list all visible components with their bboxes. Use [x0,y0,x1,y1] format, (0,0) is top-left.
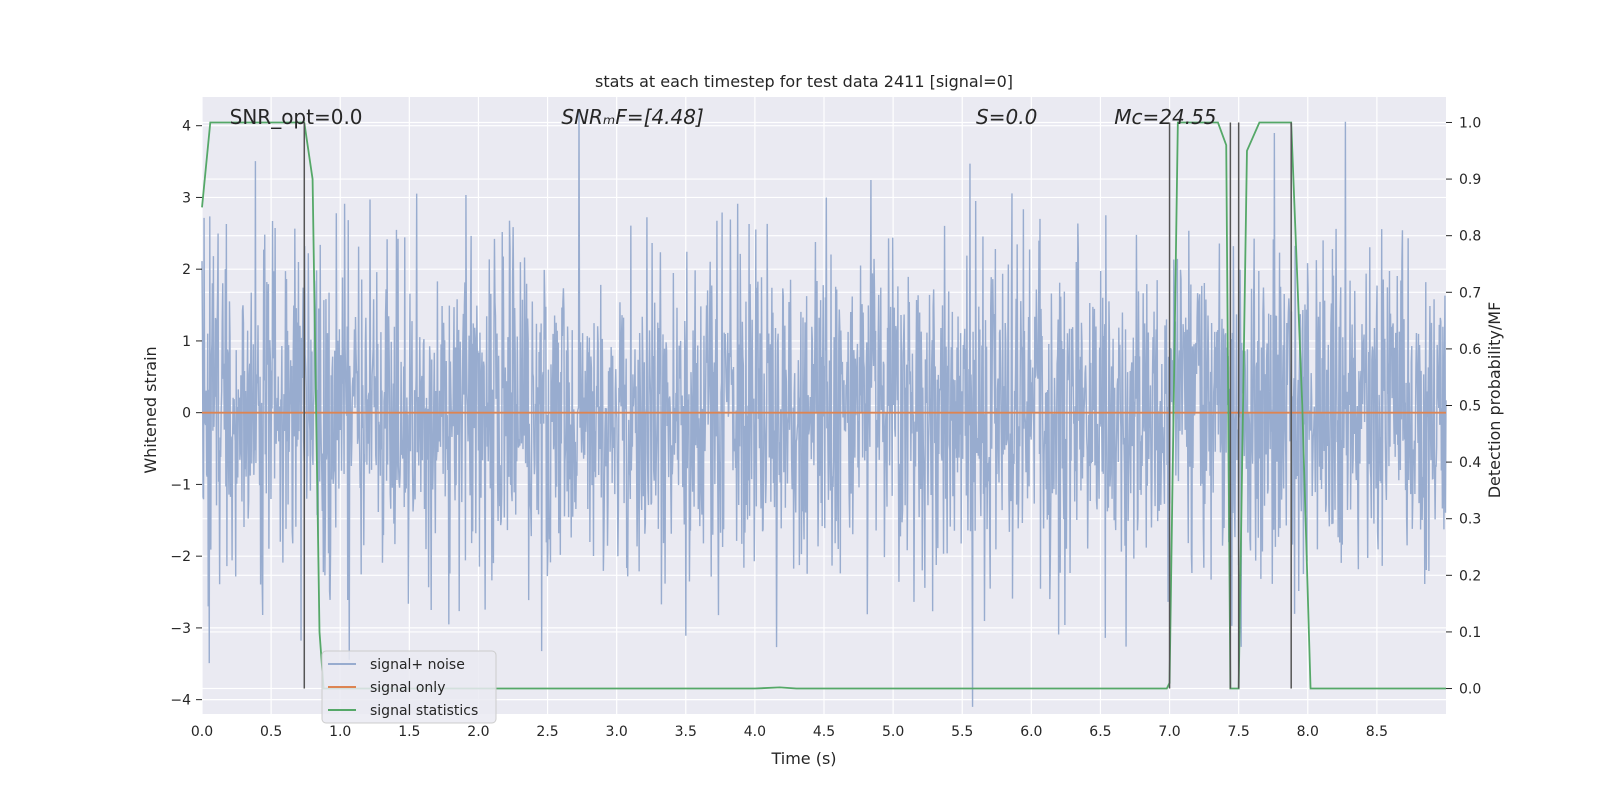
y-right-tick-label: 0.5 [1459,399,1481,415]
legend: signal+ noise signal only signal statistic… [321,650,497,724]
y-tick-label: 4 [182,119,191,135]
x-tick-label: 8.5 [1366,724,1388,740]
y-right-tick-label: 0.1 [1459,625,1481,641]
annotations: SNR_opt=0.0 SNRₘF=[4.48] S=0.0 Mᴄ=24.55 [230,105,1217,129]
y-right-tick-label: 0.8 [1459,229,1481,245]
y-right-axis-label: Detection probability/MF [1485,302,1504,499]
y-axis-label: Whitened strain [141,346,160,473]
annotation-snr-opt: SNR_opt=0.0 [230,105,363,129]
legend-entry: signal only [370,680,445,696]
vertical-markers [303,122,1292,689]
y-right-tick-label: 0.6 [1459,342,1481,358]
x-tick-label: 3.0 [606,724,628,740]
x-axis-ticks: 0.0 0.5 1.0 1.5 2.0 2.5 3.0 3.5 4.0 4.5 5.0 5.5 6.0 6… [191,724,1388,740]
x-tick-label: 7.5 [1228,724,1250,740]
x-tick-label: 4.0 [744,724,766,740]
y-tick-label: 3 [182,190,191,206]
y-right-tick-label: 1.0 [1459,115,1481,131]
annotation-snr-mf: SNRₘF=[4.48] [561,105,703,129]
x-tick-label: 4.5 [813,724,835,740]
y-tick-label: −1 [170,477,191,493]
x-tick-label: 6.0 [1020,724,1042,740]
y-tick-label: 0 [182,406,191,422]
x-tick-label: 0.5 [260,724,282,740]
y-tick-label: −3 [170,621,191,637]
x-tick-label: 7.0 [1158,724,1180,740]
x-tick-label: 2.0 [467,724,489,740]
y-right-tick-label: 0.7 [1459,285,1481,301]
y-right-tick-label: 0.3 [1459,512,1481,528]
x-tick-label: 8.0 [1297,724,1319,740]
x-tick-label: 3.5 [675,724,697,740]
y-tick-label: 1 [182,334,191,350]
x-tick-label: 6.5 [1089,724,1111,740]
legend-entry: signal+ noise [370,657,465,673]
y-right-tick-label: 0.4 [1459,455,1481,471]
annotation-mc-value: Mᴄ=24.55 [1114,105,1216,129]
x-tick-label: 0.0 [191,724,213,740]
y-tick-label: 2 [182,262,191,278]
legend-box [321,650,497,724]
y-axis-ticks: 4 3 2 1 0 −1 −2 −3 −4 [170,119,202,709]
x-tick-label: 1.5 [398,724,420,740]
chart-title: stats at each timestep for test data 241… [595,72,1013,91]
x-tick-label: 5.5 [951,724,973,740]
y-tick-label: −4 [170,693,191,709]
y-tick-label: −2 [170,549,191,565]
x-tick-label: 5.0 [882,724,904,740]
y-right-tick-label: 0.0 [1459,682,1481,698]
legend-entry: signal statistics [370,703,478,719]
x-tick-label: 1.0 [329,724,351,740]
y-right-tick-label: 0.2 [1459,568,1481,584]
y-right-tick-label: 0.9 [1459,172,1481,188]
x-axis-label: Time (s) [770,749,836,768]
y-right-axis-ticks: 1.0 0.9 0.8 0.7 0.6 0.5 0.4 0.3 0.2 0.1 0.0 [1446,115,1481,698]
annotation-s-value: S=0.0 [976,105,1037,129]
series-line-signal-statistics [201,121,1446,690]
x-tick-label: 2.5 [536,724,558,740]
